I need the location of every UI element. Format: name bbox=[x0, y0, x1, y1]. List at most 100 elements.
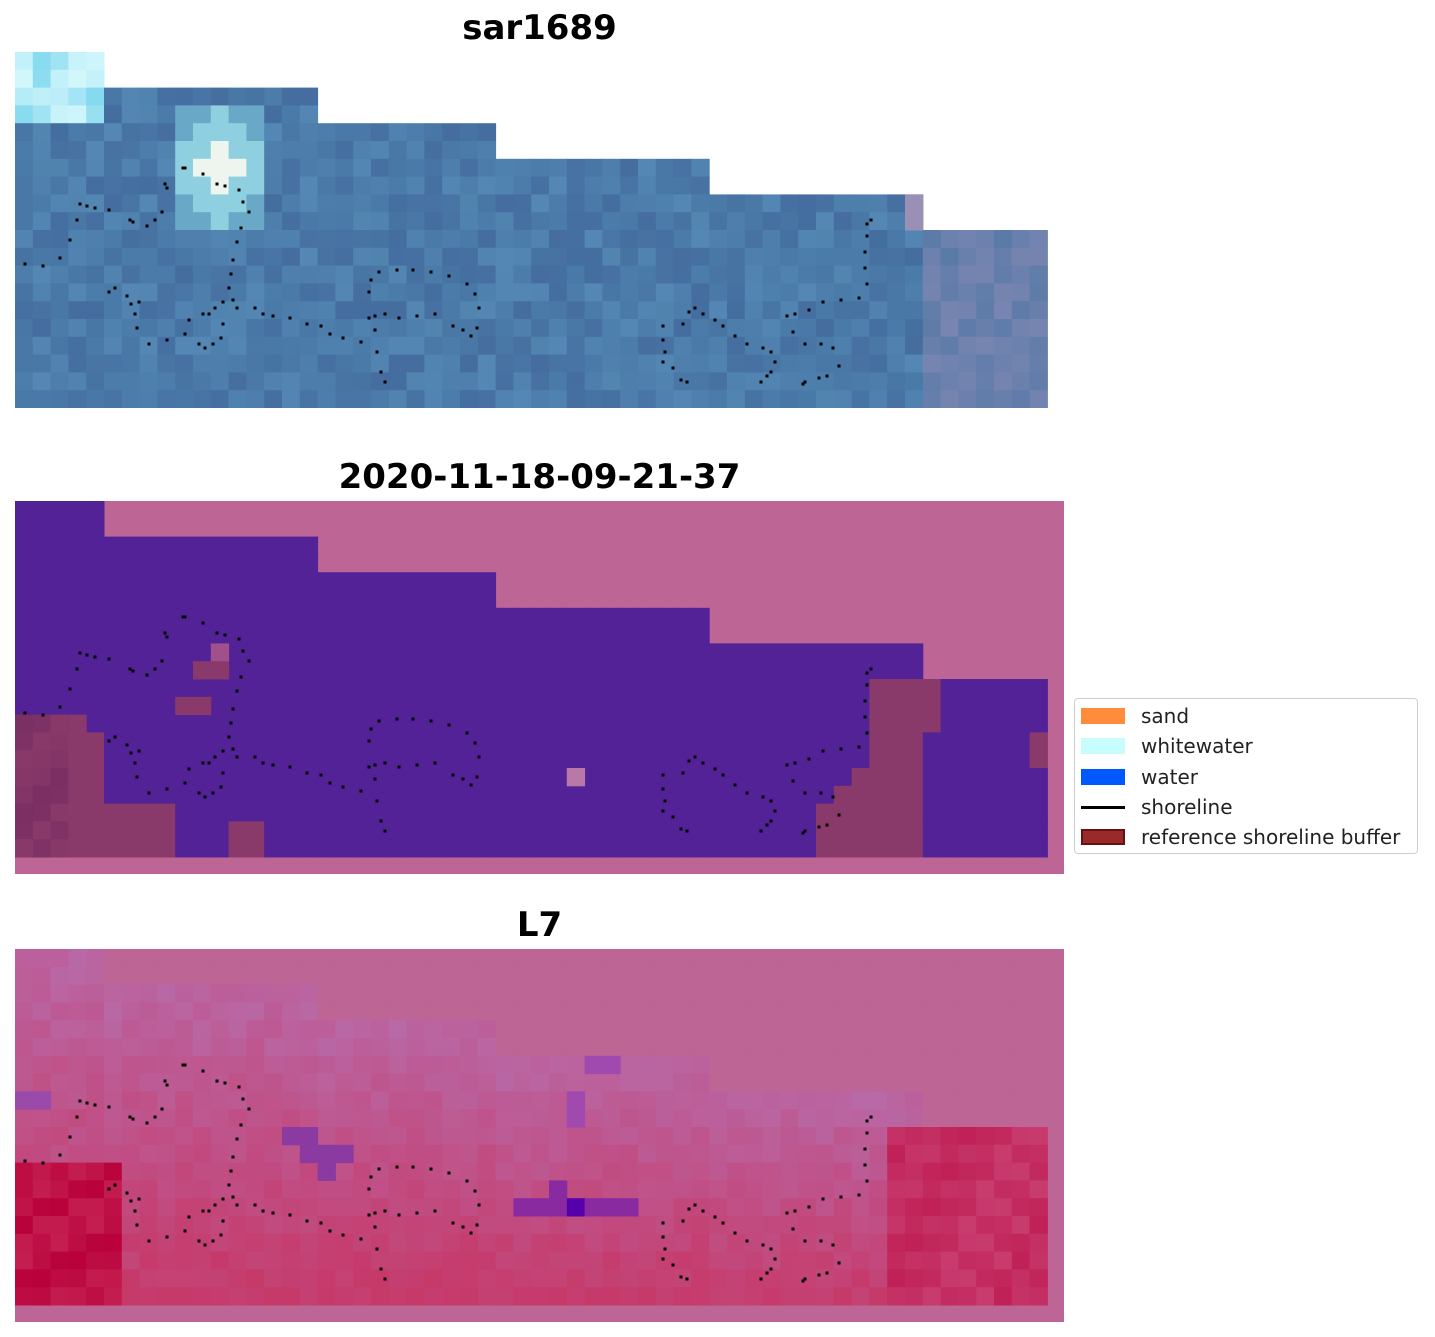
index-pixel bbox=[655, 1127, 675, 1146]
sar-pixel bbox=[531, 212, 550, 231]
index-pixel bbox=[780, 1180, 799, 1199]
index-pixel bbox=[68, 1144, 87, 1164]
index-pixel bbox=[673, 1144, 692, 1164]
sar-pixel bbox=[406, 212, 425, 231]
sar-pixel bbox=[691, 230, 710, 249]
class-pixel bbox=[940, 714, 959, 733]
index-pixel bbox=[371, 1144, 390, 1164]
index-pixel bbox=[887, 1269, 906, 1288]
index-pixel bbox=[602, 1233, 621, 1253]
index-pixel bbox=[887, 1091, 906, 1110]
index-pixel bbox=[442, 1127, 461, 1146]
class-pixel bbox=[816, 732, 835, 751]
sar-pixel bbox=[673, 390, 692, 408]
index-pixel bbox=[175, 1020, 194, 1039]
index-pixel bbox=[210, 1269, 230, 1288]
class-pixel bbox=[121, 732, 141, 751]
class-pixel bbox=[86, 554, 105, 573]
class-pixel bbox=[691, 679, 710, 698]
index-pixel bbox=[798, 1233, 817, 1253]
class-pixel bbox=[32, 679, 52, 698]
class-pixel bbox=[602, 750, 621, 769]
class-pixel bbox=[887, 696, 906, 716]
index-pixel bbox=[816, 1233, 835, 1253]
class-pixel bbox=[477, 572, 497, 591]
sar-pixel bbox=[531, 283, 550, 302]
index-pixel bbox=[246, 984, 265, 1003]
class-pixel bbox=[887, 732, 906, 751]
index-pixel bbox=[424, 984, 443, 1003]
class-pixel bbox=[709, 768, 728, 787]
index-pixel bbox=[887, 1038, 906, 1057]
class-pixel bbox=[442, 661, 461, 680]
index-pixel bbox=[940, 949, 959, 968]
sar-pixel bbox=[495, 283, 514, 302]
index-pixel bbox=[335, 1055, 354, 1075]
sar-pixel bbox=[228, 336, 247, 356]
index-pixel bbox=[1011, 1002, 1031, 1021]
index-pixel bbox=[193, 1002, 212, 1021]
index-pixel bbox=[816, 1180, 835, 1199]
index-pixel bbox=[282, 1287, 301, 1306]
index-pixel bbox=[549, 1233, 568, 1253]
index-pixel bbox=[388, 1269, 408, 1288]
class-pixel bbox=[816, 839, 835, 858]
class-pixel bbox=[175, 732, 194, 751]
class-pixel bbox=[50, 518, 69, 538]
class-pixel bbox=[602, 839, 621, 858]
sar-pixel bbox=[104, 354, 123, 373]
index-pixel bbox=[958, 1020, 977, 1039]
sar-pixel bbox=[691, 247, 710, 267]
index-pixel bbox=[299, 966, 319, 986]
index-pixel bbox=[442, 1020, 461, 1039]
class-pixel bbox=[833, 679, 853, 698]
index-pixel bbox=[15, 984, 34, 1003]
index-pixel bbox=[620, 1287, 639, 1306]
sar-pixel bbox=[139, 194, 158, 213]
class-pixel bbox=[157, 590, 176, 609]
sar-pixel bbox=[922, 283, 942, 302]
class-pixel bbox=[210, 572, 230, 591]
sar-pixel bbox=[406, 319, 425, 338]
sar-pixel bbox=[922, 265, 942, 284]
index-pixel bbox=[905, 1038, 924, 1057]
index-pixel bbox=[584, 1109, 603, 1128]
index-pixel bbox=[388, 1216, 408, 1235]
sar-pixel bbox=[727, 265, 746, 284]
sar-pixel bbox=[424, 247, 443, 267]
index-pixel bbox=[210, 1038, 230, 1057]
index-pixel bbox=[104, 1198, 123, 1217]
index-pixel bbox=[282, 1109, 301, 1128]
class-pixel bbox=[104, 536, 123, 555]
class-pixel bbox=[709, 643, 728, 662]
class-pixel bbox=[424, 803, 443, 822]
class-pixel bbox=[549, 714, 568, 733]
index-pixel bbox=[424, 1251, 443, 1270]
index-pixel bbox=[460, 1162, 479, 1181]
index-pixel bbox=[994, 1002, 1013, 1021]
class-pixel bbox=[513, 768, 532, 787]
index-pixel bbox=[833, 1038, 853, 1057]
sar-pixel bbox=[104, 212, 123, 231]
index-pixel bbox=[86, 1127, 105, 1146]
class-pixel bbox=[1011, 696, 1031, 716]
sar-pixel bbox=[566, 247, 586, 267]
index-pixel bbox=[816, 1287, 835, 1306]
class-pixel bbox=[566, 643, 586, 662]
class-pixel bbox=[86, 785, 105, 805]
index-pixel bbox=[210, 1233, 230, 1253]
index-pixel bbox=[50, 1127, 69, 1146]
sar-pixel bbox=[460, 176, 479, 195]
sar-pixel bbox=[1011, 230, 1031, 249]
class-pixel bbox=[264, 821, 283, 840]
class-pixel bbox=[193, 590, 212, 609]
index-pixel bbox=[424, 1287, 443, 1306]
sar-pixel bbox=[495, 319, 514, 338]
index-pixel bbox=[638, 966, 657, 986]
index-pixel bbox=[958, 1162, 977, 1181]
index-pixel bbox=[175, 1127, 194, 1146]
index-pixel bbox=[780, 966, 799, 986]
index-pixel bbox=[210, 984, 230, 1003]
index-pixel bbox=[282, 1198, 301, 1217]
sar-pixel bbox=[32, 176, 52, 195]
